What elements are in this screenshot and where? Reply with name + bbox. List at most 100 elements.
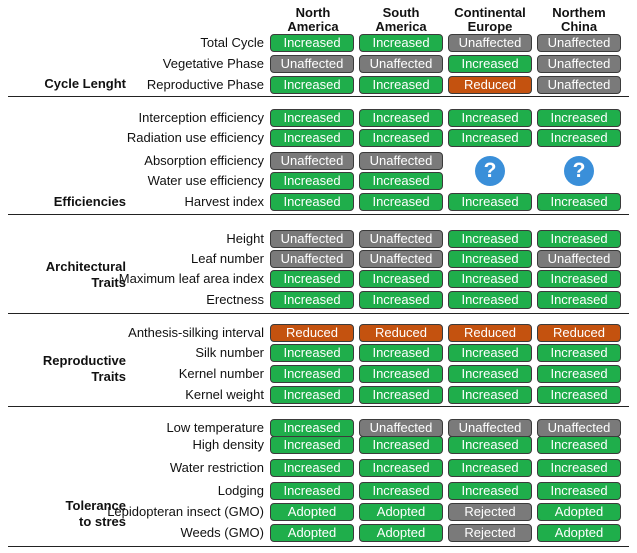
status-badge: Increased xyxy=(448,291,532,309)
trait-row-vegetative-phase: Vegetative Phase Unaffected Unaffected Incr… xyxy=(8,54,629,74)
status-badge: Adopted xyxy=(537,503,621,521)
trait-label: Total Cycle xyxy=(200,35,264,50)
status-badge: Rejected xyxy=(448,503,532,521)
status-badge: Unaffected xyxy=(448,34,532,52)
status-badge: Increased xyxy=(448,55,532,73)
column-header-northern-china: Northem China xyxy=(537,6,621,34)
section-divider xyxy=(8,313,629,314)
status-badge: Adopted xyxy=(270,524,354,542)
status-badge: Increased xyxy=(359,459,443,477)
status-badge: Unaffected xyxy=(359,55,443,73)
status-badge: Increased xyxy=(359,386,443,404)
trait-label: Height xyxy=(226,231,264,246)
trait-label: Kernel number xyxy=(178,366,264,381)
status-badge: Unaffected xyxy=(537,34,621,52)
trait-label: Water restriction xyxy=(169,460,264,475)
trait-row-lodging: Lodging Increased Increased Increased Increa… xyxy=(8,481,629,501)
trait-row-reproductive-phase: Reproductive Phase Increased Increased Redu… xyxy=(8,75,629,95)
status-badge: Adopted xyxy=(270,503,354,521)
column-header-north-america: North America xyxy=(271,6,355,34)
status-badge: Increased xyxy=(537,344,621,362)
status-badge: Rejected xyxy=(448,524,532,542)
trait-row-erectness: Erectness Increased Increased Increased Incr… xyxy=(8,290,629,310)
section-title-line: Tolerance xyxy=(65,498,126,513)
status-badge: Increased xyxy=(537,459,621,477)
trait-row-anthesis-silking-interval: Anthesis-silking interval Reduced Reduced R… xyxy=(8,323,629,343)
section-divider xyxy=(8,214,629,215)
trait-row-harvest-index: Harvest index Increased Increased Increased… xyxy=(8,192,629,212)
status-badge: Increased xyxy=(537,230,621,248)
trait-row-silk-number: Silk number Increased Increased Increased In… xyxy=(8,343,629,363)
section-title-line: Traits xyxy=(91,369,126,384)
column-header-continental-europe: Continental Europe xyxy=(448,6,532,34)
trait-row-interception-efficiency: Interception efficiency Increased Increase… xyxy=(8,108,629,128)
status-badge: Increased xyxy=(359,270,443,288)
trait-row-absorption-efficiency: Absorption efficiency Unaffected Unaffecte… xyxy=(8,151,629,171)
status-badge: Increased xyxy=(359,436,443,454)
column-header-line: America xyxy=(287,19,339,34)
status-badge: Increased xyxy=(537,129,621,147)
status-badge: Reduced xyxy=(537,324,621,342)
status-badge: Increased xyxy=(270,76,354,94)
question-mark-icon: ? xyxy=(564,156,594,186)
trait-row-water-use-efficiency: Water use efficiency Increased Increased xyxy=(8,171,629,191)
status-badge: Increased xyxy=(448,386,532,404)
status-badge: Increased xyxy=(448,365,532,383)
status-badge: Unaffected xyxy=(537,55,621,73)
section-divider xyxy=(8,546,629,547)
status-badge: Increased xyxy=(448,344,532,362)
status-badge: Unaffected xyxy=(270,152,354,170)
status-badge: Increased xyxy=(270,34,354,52)
status-badge: Increased xyxy=(270,193,354,211)
trait-row-kernel-weight: Kernel weight Increased Increased Increased… xyxy=(8,385,629,405)
trait-label: Water use efficiency xyxy=(147,173,264,188)
status-badge: Increased xyxy=(537,291,621,309)
status-badge: Unaffected xyxy=(359,250,443,268)
status-badge: Increased xyxy=(537,482,621,500)
section-title-efficiencies: Efficiencies xyxy=(8,194,126,210)
trait-row-lepidopteran-insect-gmo: Lepidopteran insect (GMO) Adopted Adopted R… xyxy=(8,502,629,522)
status-badge: Adopted xyxy=(359,503,443,521)
status-badge: Increased xyxy=(359,344,443,362)
status-badge: Increased xyxy=(359,193,443,211)
section-title-line: Cycle Lenght xyxy=(44,76,126,91)
status-badge: Increased xyxy=(270,386,354,404)
status-badge: Reduced xyxy=(359,324,443,342)
section-divider xyxy=(8,406,629,407)
status-badge: Increased xyxy=(270,291,354,309)
trait-label: Anthesis-silking interval xyxy=(128,325,264,340)
status-badge: Increased xyxy=(448,436,532,454)
trait-label: Interception efficiency xyxy=(138,110,265,125)
status-badge: Adopted xyxy=(359,524,443,542)
status-badge: Unaffected xyxy=(270,230,354,248)
status-badge: Increased xyxy=(359,365,443,383)
trait-row-leaf-number: Leaf number Unaffected Unaffected Increased… xyxy=(8,249,629,269)
column-header-line: South xyxy=(382,5,420,20)
status-badge: Reduced xyxy=(448,76,532,94)
section-title-line: to stres xyxy=(79,514,126,529)
section-title-cycle: Cycle Lenght xyxy=(8,76,126,92)
trait-label: Lodging xyxy=(217,483,264,498)
trait-label: Leaf number xyxy=(191,251,264,266)
status-badge: Increased xyxy=(359,129,443,147)
trait-label: Weeds (GMO) xyxy=(180,525,264,540)
status-badge: Increased xyxy=(537,193,621,211)
status-badge: Increased xyxy=(359,291,443,309)
status-badge: Adopted xyxy=(537,524,621,542)
trait-label: Lepidopteran insect (GMO) xyxy=(107,504,264,519)
status-badge: Increased xyxy=(537,109,621,127)
column-header-line: North xyxy=(295,5,331,20)
trait-label: Harvest index xyxy=(184,194,264,209)
trait-label: Low temperature xyxy=(166,420,264,435)
status-badge: Reduced xyxy=(448,324,532,342)
status-badge: Unaffected xyxy=(359,230,443,248)
status-badge: Increased xyxy=(270,459,354,477)
status-badge: Increased xyxy=(270,109,354,127)
status-badge: Unaffected xyxy=(537,76,621,94)
status-badge: Increased xyxy=(448,482,532,500)
trait-row-kernel-number: Kernel number Increased Increased Increased… xyxy=(8,364,629,384)
status-badge: Unaffected xyxy=(359,152,443,170)
trait-row-low-temperature: Low temperature Increased Unaffected Unaffe… xyxy=(8,418,629,438)
status-badge: Increased xyxy=(270,436,354,454)
status-badge: Increased xyxy=(448,270,532,288)
